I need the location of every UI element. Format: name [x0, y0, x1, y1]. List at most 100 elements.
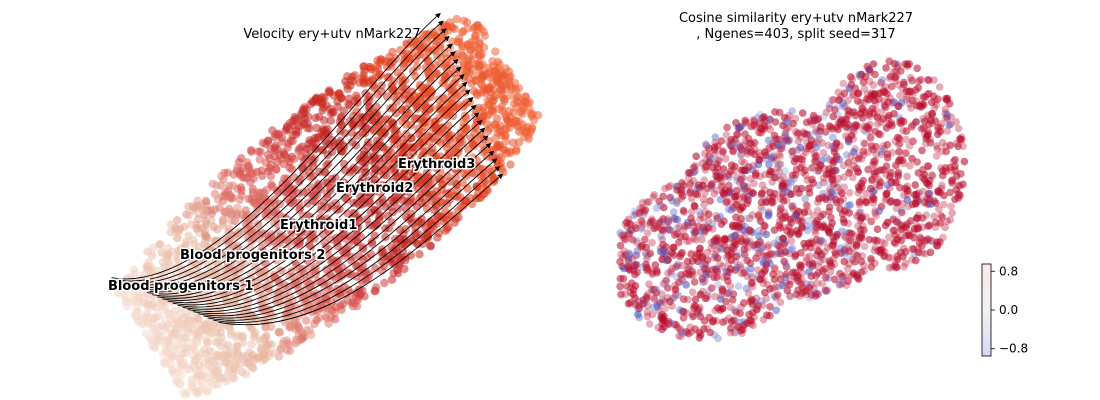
left-scatter-point	[507, 82, 516, 92]
left-scatter-point	[298, 105, 308, 115]
left-scatter-point	[371, 283, 381, 292]
left-scatter-point	[325, 269, 335, 279]
left-scatter-point	[491, 68, 500, 77]
right-scatter-point	[650, 224, 658, 233]
left-scatter-point	[487, 167, 496, 177]
right-scatter-point	[845, 169, 853, 177]
left-scatter-point	[400, 175, 410, 185]
left-scatter-point	[489, 85, 498, 94]
left-scatter-point	[369, 81, 378, 90]
right-scatter-point	[822, 287, 831, 296]
right-scatter-point	[806, 141, 815, 149]
left-scatter-point	[413, 62, 422, 71]
left-scatter-point	[356, 232, 365, 242]
left-scatter-point	[294, 323, 303, 332]
right-scatter-point	[686, 179, 695, 188]
left-scatter-point	[360, 66, 369, 75]
right-scatter-point	[679, 181, 688, 189]
streamline	[131, 43, 453, 289]
right-scatter-point	[894, 172, 902, 180]
left-scatter-point	[452, 14, 461, 24]
left-scatter-point	[232, 333, 241, 342]
left-scatter-point	[305, 212, 315, 222]
left-scatter-point	[294, 121, 303, 131]
left-scatter-point	[274, 129, 283, 138]
left-scatter-point	[441, 226, 450, 235]
right-scatter-point	[850, 108, 858, 116]
left-scatter-point	[201, 232, 210, 241]
left-scatter-point	[311, 113, 320, 123]
left-scatter-point	[441, 207, 450, 216]
right-scatter-point	[951, 195, 959, 204]
left-scatter-point	[162, 357, 172, 367]
left-scatter-point	[122, 301, 132, 311]
left-scatter-point	[496, 121, 505, 130]
left-scatter-point	[480, 31, 490, 40]
right-scatter-point	[869, 187, 877, 196]
right-scatter-point	[693, 190, 702, 199]
right-scatter-point	[896, 91, 904, 100]
left-scatter-point	[342, 195, 352, 204]
left-scatter-point	[339, 106, 348, 115]
right-scatter-point	[844, 106, 853, 115]
right-scatter-point	[779, 234, 787, 243]
left-scatter-point	[462, 124, 471, 134]
left-scatter-point	[513, 92, 523, 101]
right-scatter-point	[617, 291, 625, 299]
left-scatter-point	[170, 351, 179, 361]
left-scatter-point	[205, 356, 214, 365]
right-scatter-point	[757, 240, 765, 249]
left-scatter-point	[302, 316, 311, 325]
right-scatter-point	[631, 261, 639, 269]
streamline	[116, 20, 444, 282]
right-scatter-point	[709, 316, 718, 325]
streamline	[157, 81, 468, 299]
left-scatter-point	[273, 157, 282, 166]
right-scatter-point	[687, 250, 695, 258]
right-scatter-point	[786, 215, 795, 224]
left-scatter-point	[340, 129, 350, 138]
right-scatter-point	[795, 229, 803, 237]
left-scatter-point	[506, 160, 515, 169]
right-scatter-point	[748, 300, 757, 309]
left-scatter-point	[184, 211, 194, 220]
right-scatter-point	[794, 137, 803, 145]
right-scatter-point	[800, 129, 809, 138]
left-scatter-point	[191, 356, 200, 366]
right-scatter-point	[758, 181, 767, 189]
right-scatter-point	[796, 163, 805, 172]
left-scatter-point	[246, 177, 255, 187]
right-scatter-point	[662, 276, 671, 285]
left-scatter-point	[159, 349, 168, 359]
right-scatter-point	[946, 188, 954, 197]
right-scatter-point	[868, 176, 876, 184]
right-scatter-point	[822, 273, 830, 282]
right-scatter-point	[713, 267, 722, 276]
streamline	[177, 112, 480, 308]
right-scatter-point	[748, 308, 757, 317]
left-scatter-point	[295, 144, 304, 153]
right-chart-title: Cosine similarity ery+utv nMark227 , Nge…	[678, 11, 914, 42]
right-scatter-point	[646, 218, 655, 227]
left-scatter-point	[229, 181, 238, 190]
right-scatter-point	[659, 245, 667, 254]
left-scatter-point	[172, 254, 181, 263]
right-scatter-point	[832, 198, 841, 207]
left-scatter-point	[242, 370, 251, 379]
left-scatter-point	[253, 277, 262, 286]
right-scatter-point	[828, 175, 836, 183]
right-scatter-point	[695, 184, 704, 192]
left-scatter-point	[445, 43, 454, 53]
left-scatter-point	[323, 124, 332, 133]
left-scatter-point	[277, 137, 286, 146]
left-scatter-point	[383, 251, 392, 261]
left-scatter-point	[490, 92, 499, 102]
right-scatter-point	[840, 246, 849, 254]
right-scatter-point	[795, 189, 803, 197]
left-scatter-point	[256, 344, 266, 353]
right-scatter-point	[932, 241, 941, 250]
right-scatter-point	[788, 202, 796, 211]
left-scatter-point	[433, 233, 442, 242]
right-scatter-point	[947, 202, 955, 211]
